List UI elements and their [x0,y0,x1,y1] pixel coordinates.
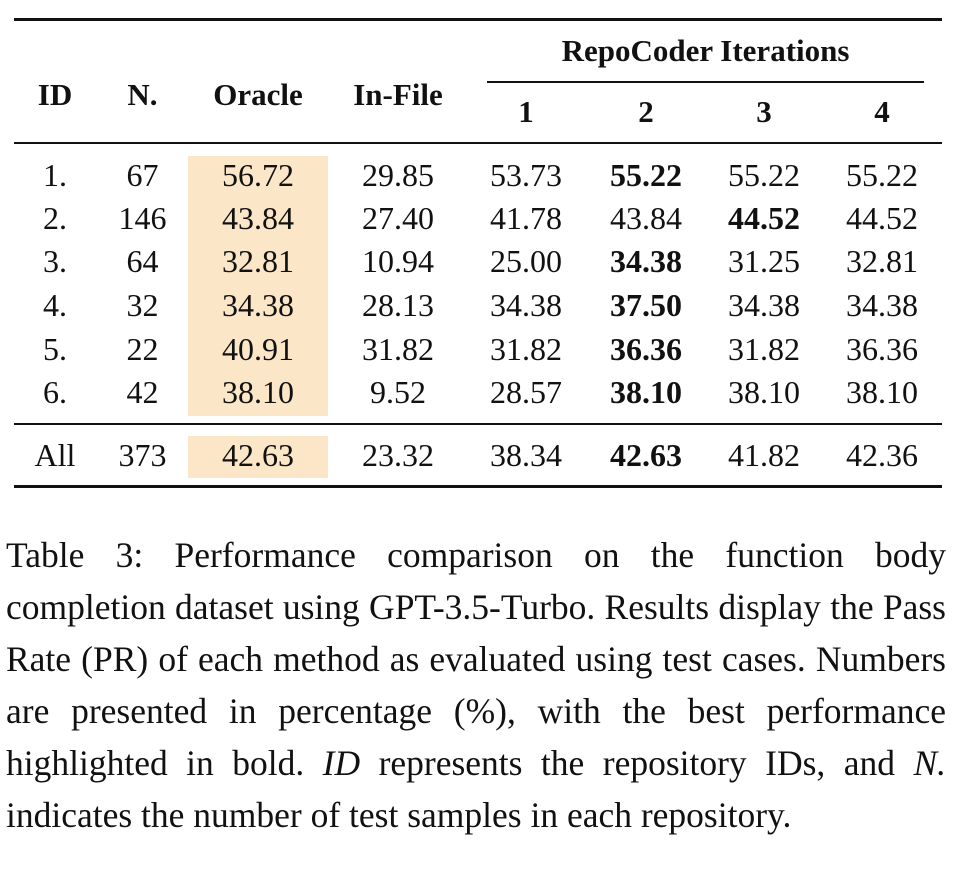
cell-id: 4. [43,287,67,323]
cell-oracle: 32.81 [222,243,294,279]
cell-n: 64 [126,243,159,279]
cell-iteration-1: 31.82 [490,331,562,367]
cell-iteration-4: 36.36 [846,331,918,367]
cell-iteration-2: 55.22 [610,157,682,193]
group-rule [487,81,924,83]
cell-iteration-3: 38.10 [728,374,800,410]
cell-infile: 28.13 [362,287,434,323]
cell-iteration-2: 42.63 [610,437,682,473]
cell-iteration-2: 43.84 [610,200,682,236]
oracle-highlight-total [188,436,328,478]
header-iteration: 4 [874,94,890,129]
cell-n: 22 [126,331,159,367]
cell-infile: 9.52 [370,374,426,410]
oracle-highlight [188,156,328,416]
bottom-rule [14,485,942,488]
cell-iteration-1: 38.34 [490,437,562,473]
cell-iteration-4: 32.81 [846,243,918,279]
cell-id: 3. [43,243,67,279]
cell-infile: 31.82 [362,331,434,367]
cell-oracle: 42.63 [222,437,294,473]
cell-n: 373 [118,437,167,473]
cell-oracle: 34.38 [222,287,294,323]
cell-n: 42 [126,374,159,410]
cell-n: 146 [118,200,167,236]
cell-n: 32 [126,287,159,323]
cell-oracle: 56.72 [222,157,294,193]
header-iteration: 2 [638,94,654,129]
cell-id: 5. [43,331,67,367]
cell-iteration-4: 44.52 [846,200,918,236]
cell-id: 2. [43,200,67,236]
cell-iteration-4: 38.10 [846,374,918,410]
header-group: RepoCoder Iterations [561,33,850,68]
cell-iteration-1: 41.78 [490,200,562,236]
header-id: ID [37,77,73,112]
cell-iteration-1: 53.73 [490,157,562,193]
header-n: N. [127,77,158,112]
top-rule [14,18,942,21]
cell-id: 6. [43,374,67,410]
caption-text: Table 3: Performance comparison on the f… [6,535,946,783]
cell-iteration-4: 34.38 [846,287,918,323]
cell-iteration-1: 28.57 [490,374,562,410]
cell-iteration-2: 36.36 [610,331,682,367]
cell-oracle: 43.84 [222,200,294,236]
cell-oracle: 40.91 [222,331,294,367]
caption-n-term: N. [913,743,946,783]
cell-iteration-2: 34.38 [610,243,682,279]
cell-iteration-3: 55.22 [728,157,800,193]
cell-iteration-1: 34.38 [490,287,562,323]
cell-iteration-3: 31.82 [728,331,800,367]
cell-iteration-3: 34.38 [728,287,800,323]
cell-iteration-4: 55.22 [846,157,918,193]
cell-infile: 27.40 [362,200,434,236]
cell-oracle: 38.10 [222,374,294,410]
cell-n: 67 [126,157,159,193]
table-caption: Table 3: Performance comparison on the f… [6,529,946,841]
cell-id: 1. [43,157,67,193]
cell-infile: 23.32 [362,437,434,473]
header-rule [14,142,942,144]
header-oracle: Oracle [213,77,303,112]
header-iteration: 1 [518,94,534,129]
cell-iteration-3: 44.52 [728,200,800,236]
cell-infile: 29.85 [362,157,434,193]
cell-id: All [34,437,76,473]
total-rule [14,423,942,425]
cell-iteration-3: 31.25 [728,243,800,279]
header-iteration: 3 [756,94,772,129]
header-infile: In-File [353,77,443,112]
cell-iteration-2: 37.50 [610,287,682,323]
cell-infile: 10.94 [362,243,434,279]
caption-text: indicates the number of test samples in … [6,795,792,835]
caption-id-term: ID [322,743,361,783]
cell-iteration-3: 41.82 [728,437,800,473]
cell-iteration-1: 25.00 [490,243,562,279]
cell-iteration-4: 42.36 [846,437,918,473]
caption-text: represents the repository IDs, and [360,743,914,783]
cell-iteration-2: 38.10 [610,374,682,410]
